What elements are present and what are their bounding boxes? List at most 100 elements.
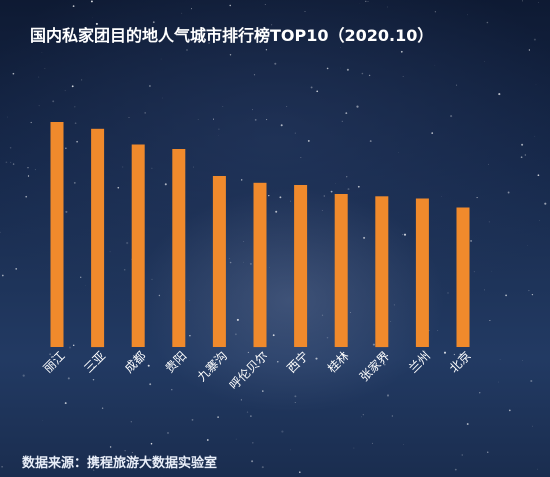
star: [80, 276, 82, 278]
x-tick-label: 兰州: [406, 349, 433, 376]
star: [304, 11, 306, 12]
star: [368, 74, 371, 77]
star: [229, 4, 231, 7]
star: [269, 267, 271, 268]
star: [101, 407, 104, 409]
star: [65, 210, 68, 213]
bar-10: [415, 198, 429, 347]
star: [528, 49, 531, 51]
star: [275, 210, 278, 213]
star: [147, 364, 150, 367]
star: [228, 257, 230, 259]
star: [371, 442, 373, 444]
star: [454, 468, 457, 471]
star: [437, 330, 439, 331]
star: [90, 0, 93, 3]
star: [326, 67, 329, 70]
star: [290, 449, 291, 451]
star: [73, 181, 76, 184]
star: [93, 469, 95, 471]
star: [71, 85, 74, 88]
star: [476, 197, 478, 199]
star: [447, 292, 449, 294]
star: [5, 161, 8, 164]
star: [391, 415, 393, 417]
star: [10, 161, 12, 163]
star: [507, 191, 510, 194]
star: [544, 202, 547, 205]
star: [361, 416, 362, 418]
star: [346, 176, 348, 178]
star: [360, 35, 363, 38]
bar-11: [456, 207, 470, 347]
star: [488, 163, 490, 165]
star: [402, 76, 404, 77]
star: [241, 179, 243, 181]
star: [470, 239, 473, 242]
x-tick-label: 张家界: [356, 348, 392, 384]
star: [434, 64, 436, 66]
star: [434, 11, 437, 13]
star: [279, 196, 282, 199]
x-tick-label: 丽江: [41, 349, 68, 376]
star: [131, 452, 133, 453]
bar-7: [294, 185, 308, 347]
x-tick-label: 九寨沟: [194, 348, 230, 384]
star: [171, 389, 173, 391]
star: [42, 420, 43, 421]
star: [193, 166, 194, 168]
star: [491, 270, 493, 272]
star: [533, 38, 536, 41]
star: [254, 119, 257, 121]
star: [95, 22, 98, 25]
star: [81, 79, 83, 81]
star: [38, 105, 40, 107]
x-tick-label: 贵阳: [163, 349, 190, 376]
star: [148, 85, 151, 87]
star: [537, 174, 540, 177]
star: [235, 438, 237, 440]
star: [12, 163, 15, 165]
star: [261, 466, 264, 469]
star: [323, 195, 325, 197]
star: [206, 439, 209, 441]
star: [520, 156, 523, 159]
star: [294, 395, 297, 398]
star: [473, 271, 475, 273]
star: [253, 74, 256, 76]
star: [262, 390, 264, 392]
star: [353, 447, 355, 449]
star: [189, 300, 191, 301]
star: [530, 379, 533, 383]
bar-5: [212, 176, 226, 347]
star: [222, 105, 224, 108]
star: [164, 183, 167, 186]
star: [247, 351, 249, 353]
star: [484, 289, 485, 291]
star: [109, 251, 111, 253]
star: [229, 261, 232, 264]
star: [144, 112, 147, 114]
star: [217, 416, 219, 418]
bar-8: [334, 194, 348, 347]
star: [92, 17, 94, 19]
star: [326, 336, 329, 339]
star: [265, 49, 268, 51]
star: [266, 119, 268, 121]
star: [532, 425, 533, 427]
star: [67, 377, 70, 380]
star: [236, 318, 239, 321]
star: [522, 0, 523, 2]
star: [274, 62, 277, 65]
star: [346, 68, 349, 71]
star: [69, 346, 71, 349]
star: [387, 6, 388, 8]
star: [363, 236, 366, 239]
bar-4: [172, 149, 186, 347]
star: [85, 285, 86, 286]
star: [218, 128, 220, 130]
star: [384, 364, 386, 366]
star: [128, 116, 130, 119]
